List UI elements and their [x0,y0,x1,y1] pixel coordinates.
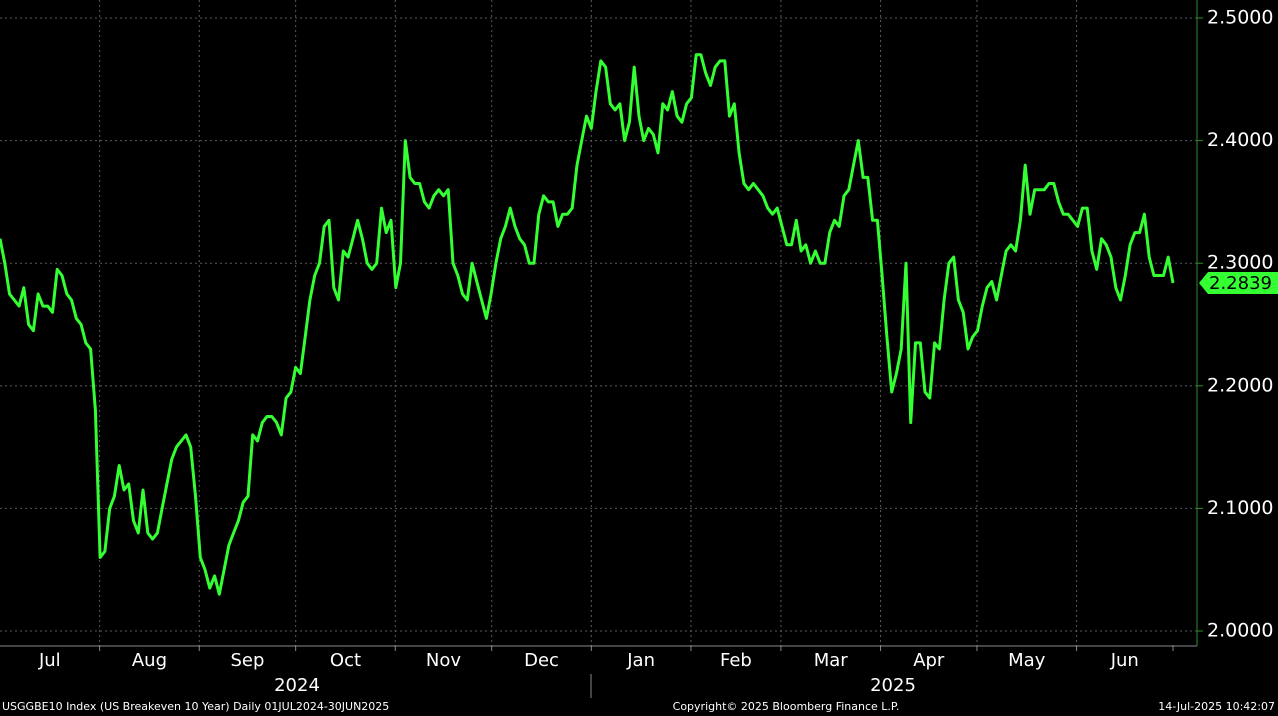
y-tick-label: 2.4000 [1207,129,1273,151]
last-value-box [1199,271,1278,294]
x-tick-label: Oct [330,650,361,671]
y-tick-label: 2.1000 [1207,497,1273,519]
x-tick-label: Jun [1110,650,1139,671]
footer-title: USGGBE10 Index (US Breakeven 10 Year) Da… [2,700,389,713]
x-tick-label: Dec [524,650,559,671]
x-tick-label: Aug [132,650,167,671]
x-tick-label: Mar [814,650,849,671]
y-tick-label: 2.0000 [1207,620,1273,642]
y-tick-label: 2.5000 [1207,7,1273,29]
copyright: Copyright© 2025 Bloomberg Finance L.P. [673,700,900,713]
year-label: 2025 [870,675,916,696]
x-tick-label: May [1008,650,1046,671]
x-tick-label: Jul [38,650,61,671]
x-tick-label: Sep [230,650,264,671]
x-tick-label: Apr [913,650,945,671]
x-tick-label: Nov [426,650,461,671]
x-tick-label: Feb [720,650,752,671]
y-tick-label: 2.3000 [1207,252,1273,274]
x-tick-label: Jan [626,650,655,671]
series-line [0,53,1175,596]
last-value-label: 2.2839 [1209,273,1272,294]
year-label: 2024 [274,675,320,696]
timestamp: 14-Jul-2025 10:42:07 [1158,700,1275,713]
y-tick-label: 2.2000 [1207,374,1273,396]
